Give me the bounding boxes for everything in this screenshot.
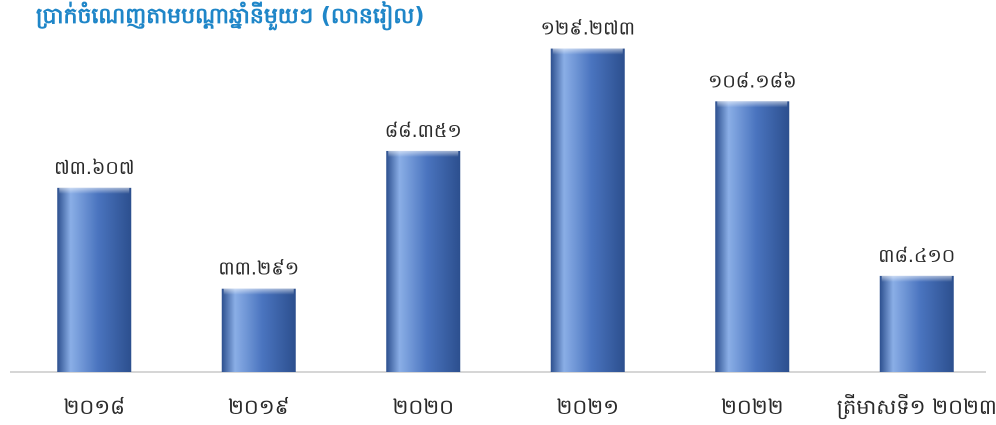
bar-highlight-4: [717, 101, 788, 108]
value-label-0: ៧៣.៦០៧: [54, 157, 134, 179]
bar-highlight-3: [552, 48, 623, 55]
value-label-4: ១០៨.១៨៦: [708, 70, 797, 92]
value-label-3: ១២៩.២៧៣: [541, 18, 635, 40]
value-label-2: ៨៨.៣៥១: [385, 120, 462, 142]
category-label-4: ២០២២: [721, 395, 784, 419]
category-label-2: ២០២០: [392, 395, 454, 419]
bar-2: [386, 150, 461, 372]
value-label-5: ៣៨.៤១០: [878, 245, 955, 267]
category-label-1: ២០១៩: [228, 395, 290, 419]
bar-highlight-2: [388, 150, 459, 157]
category-label-0: ២០១៨: [63, 395, 125, 419]
bar-1: [221, 288, 296, 372]
bar-0: [57, 187, 132, 372]
bar-5: [879, 275, 954, 372]
bar-highlight-5: [881, 275, 952, 282]
category-label-3: ២០២១: [556, 395, 619, 419]
bar-highlight-0: [59, 187, 130, 194]
chart-title: ប្រាក់ចំណេញតាមបណ្តាឆ្នាំនីមួយៗ (លានរៀល): [36, 4, 425, 29]
bar-4: [715, 101, 790, 373]
category-label-5: ត្រីមាសទី១ ២០២៣: [837, 394, 996, 420]
bar-3: [550, 48, 625, 373]
value-label-1: ៣៣.២៩១: [218, 258, 299, 280]
bar-highlight-1: [223, 288, 294, 295]
